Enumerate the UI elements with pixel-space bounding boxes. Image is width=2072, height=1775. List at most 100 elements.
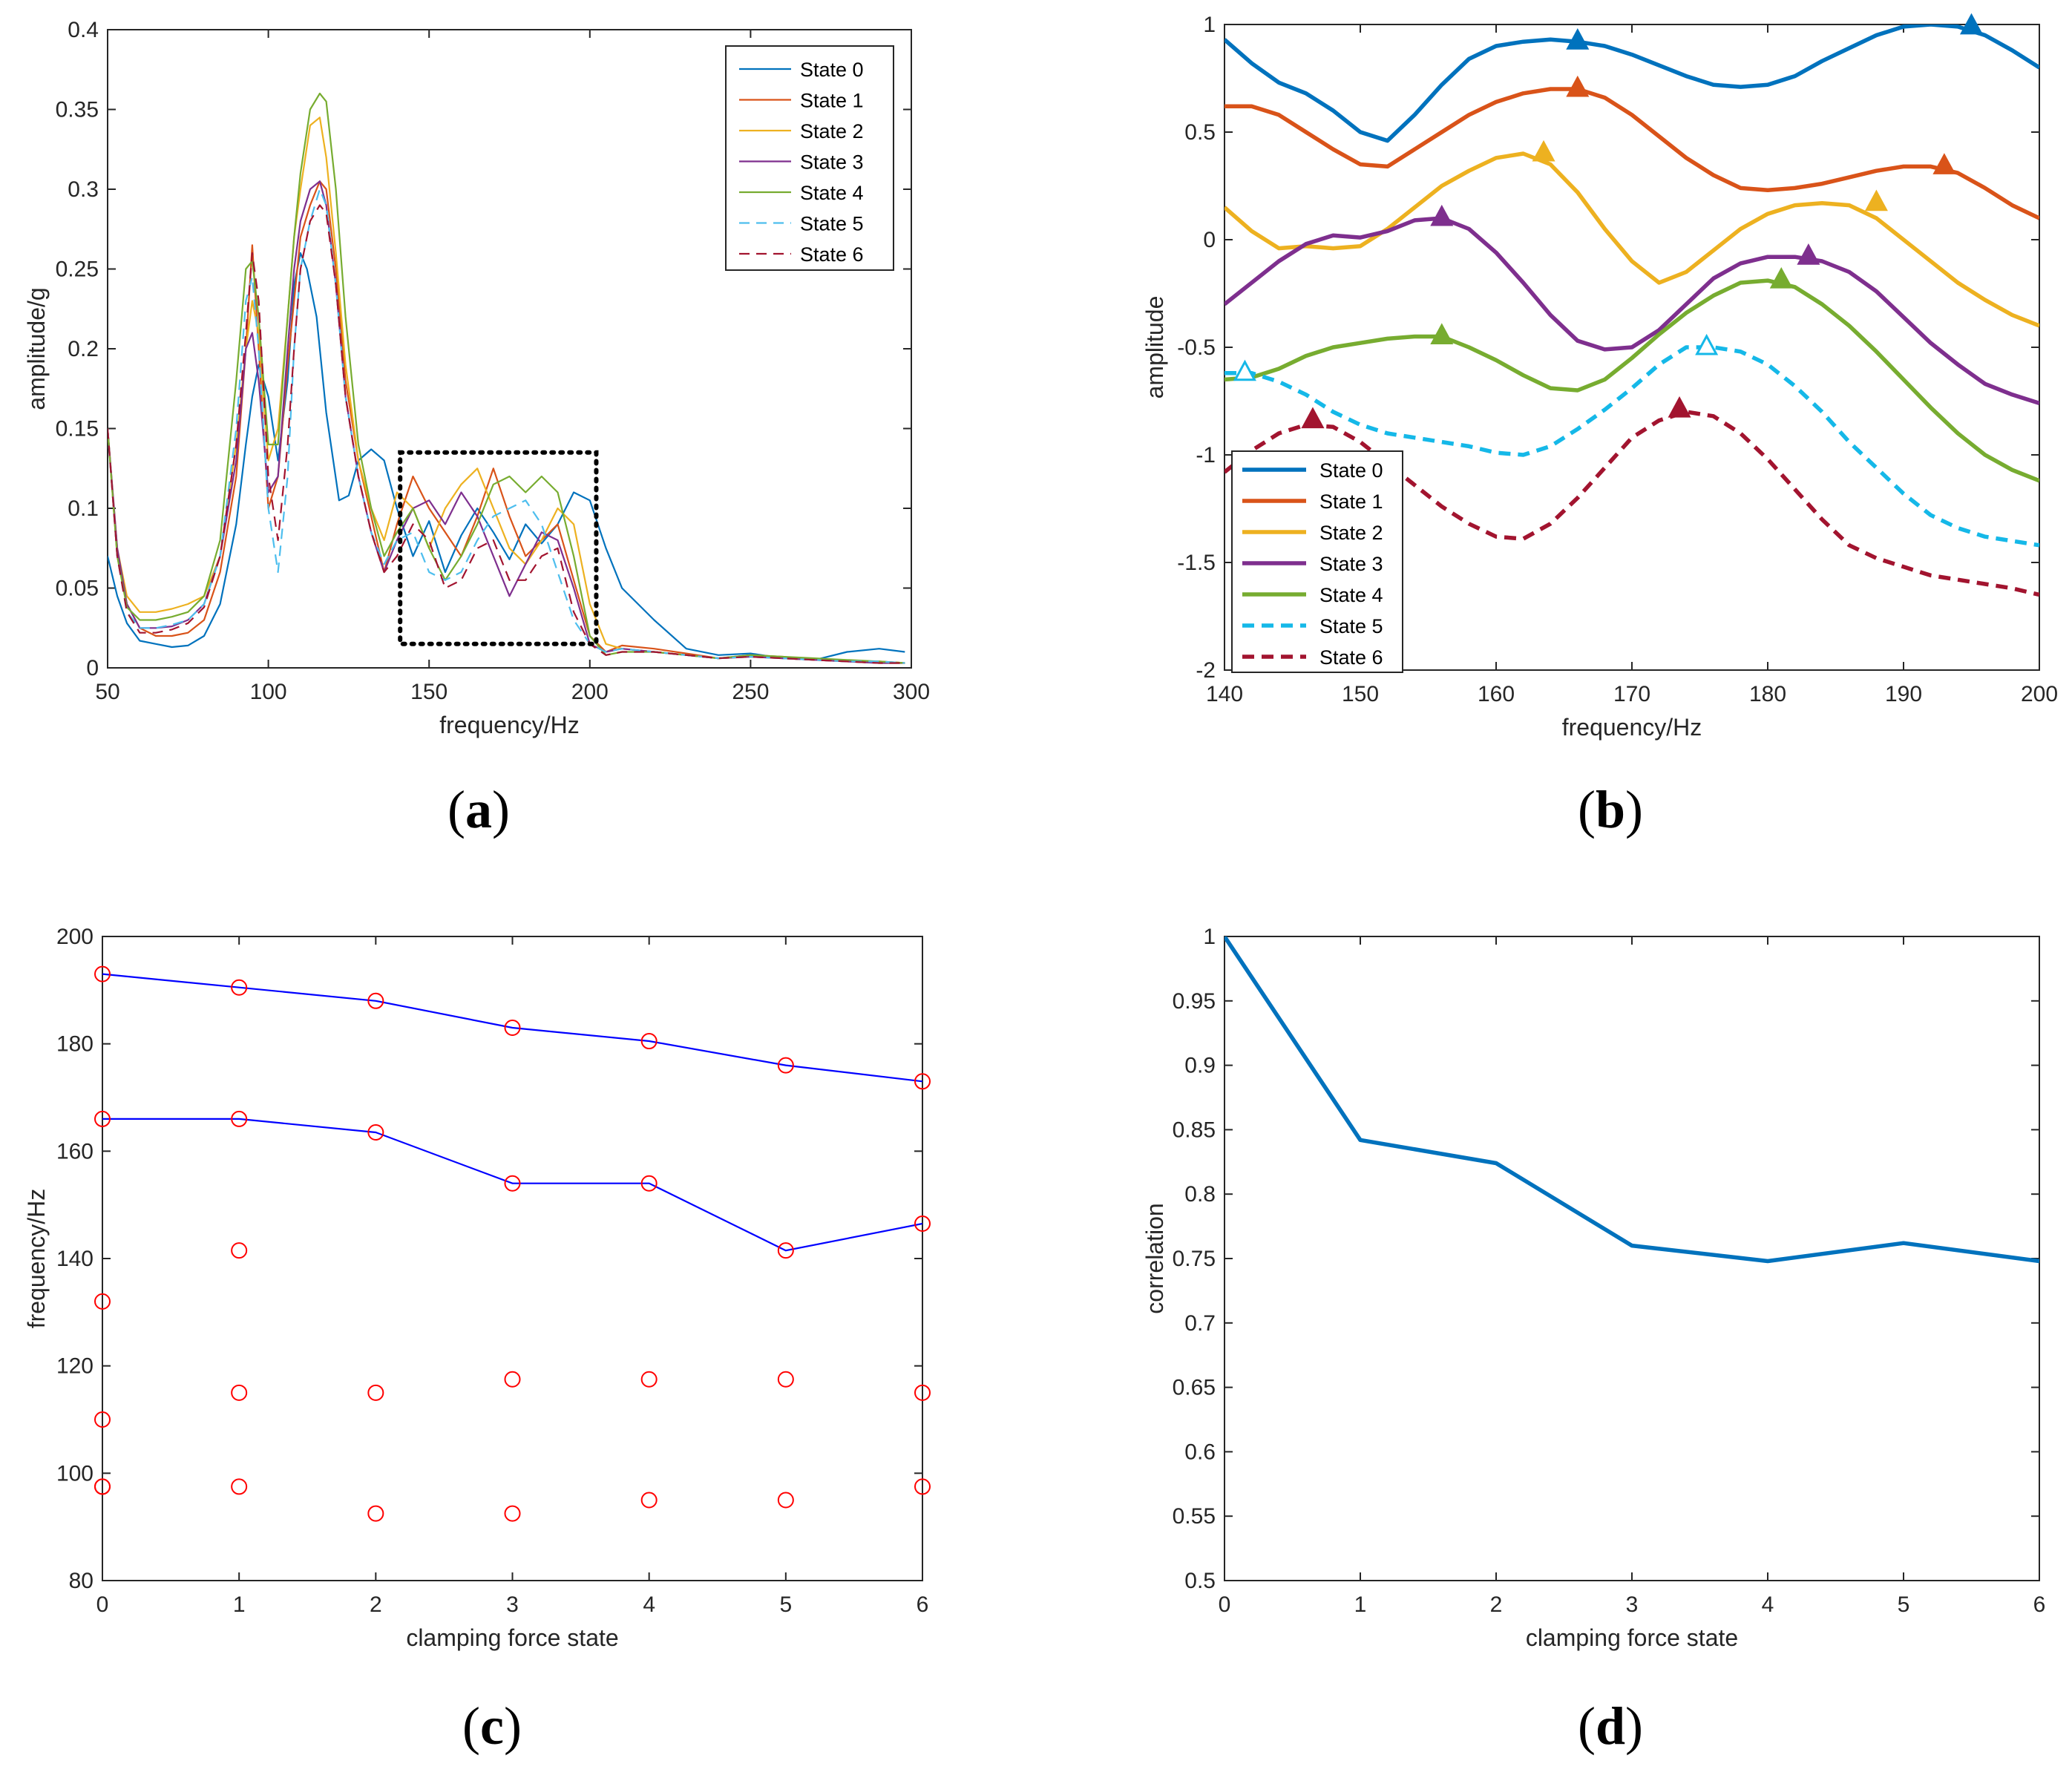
- y-axis-label: amplitude/g: [23, 287, 50, 410]
- data-point: [367, 1124, 384, 1141]
- peak-marker: [1959, 13, 1984, 35]
- x-tick-label: 150: [410, 680, 447, 704]
- data-point: [504, 1175, 521, 1192]
- series-line-state-0: [108, 252, 905, 661]
- panel-a: 50 100 150 200 250 300 0 0.05 0.1 0.15 0.2 0.25 0.3 0…: [23, 18, 930, 839]
- x-tick-label: 6: [917, 1592, 929, 1617]
- y-tick-label: -1.5: [1177, 551, 1216, 575]
- caption-paren: ): [492, 780, 510, 839]
- data-point: [94, 1110, 111, 1127]
- data-point: [504, 1371, 521, 1388]
- legend-box: [725, 45, 894, 271]
- x-axis-label: frequency/Hz: [439, 712, 580, 738]
- y-tick-label: 0.95: [1173, 989, 1216, 1014]
- series-line-state-4: [1224, 278, 2039, 483]
- y-axis-label: frequency/Hz: [23, 1189, 50, 1329]
- data-point: [94, 1478, 111, 1495]
- y-tick-label: 0.6: [1184, 1440, 1216, 1464]
- x-tick-label: 250: [732, 680, 769, 704]
- peak-marker: [1430, 323, 1454, 344]
- panel-b: 140 150 160 170 180 190 200 -2 -1.5 -1 -0.5 0 0.5 1 fr…: [1141, 13, 2058, 839]
- peak-marker: [1797, 243, 1820, 265]
- y-tick-label: 0.75: [1173, 1247, 1216, 1271]
- y-axis-label: correlation: [1141, 1203, 1168, 1313]
- x-tick-label: 3: [506, 1592, 519, 1617]
- x-tick-label: 180: [1749, 682, 1786, 706]
- series-line-state-0: [1224, 24, 2039, 143]
- series-line-state-6: [108, 204, 905, 664]
- series-line-correlation: [1224, 936, 2039, 1264]
- y-tick-label: 0.1: [68, 496, 99, 521]
- y-tick-label: 0.2: [68, 337, 99, 361]
- y-tick-label: -2: [1196, 658, 1216, 683]
- y-tick-label: 0.65: [1173, 1376, 1216, 1400]
- peak-marker: [1301, 407, 1325, 429]
- x-tick-label: 5: [1898, 1592, 1910, 1617]
- data-point: [231, 1478, 248, 1495]
- caption-letter: d: [1596, 1696, 1625, 1756]
- caption-paren: (: [462, 1696, 480, 1756]
- caption: (a): [447, 780, 510, 839]
- data-point: [914, 1073, 931, 1090]
- y-tick-label: 0.4: [68, 18, 99, 42]
- y-tick-label: 1: [1203, 13, 1216, 37]
- y-tick-label: 1: [1203, 925, 1216, 949]
- x-tick-label: 200: [571, 680, 609, 704]
- axes-box: [1224, 936, 2040, 1581]
- y-tick-label: 180: [56, 1032, 94, 1057]
- data-point: [640, 1033, 658, 1050]
- caption-paren: ): [1625, 1696, 1643, 1756]
- x-tick-label: 160: [1478, 682, 1515, 706]
- x-tick-label: 300: [893, 680, 930, 704]
- peak-marker: [1566, 28, 1590, 50]
- series-line-state-3: [1224, 216, 2039, 406]
- y-tick-label: 0: [86, 656, 99, 680]
- y-tick-label: -0.5: [1177, 335, 1216, 360]
- plot-area: [102, 973, 922, 1252]
- caption-paren: ): [504, 1696, 522, 1756]
- legend-label: State 1: [1319, 490, 1383, 513]
- plot-area: [108, 92, 905, 664]
- peak-marker: [1932, 153, 1956, 174]
- peak-marker: [1864, 189, 1888, 211]
- x-tick-label: 3: [1626, 1592, 1639, 1617]
- x-tick-label: 1: [233, 1592, 246, 1617]
- y-axis-label: amplitude: [1141, 296, 1168, 399]
- x-tick-label: 150: [1342, 682, 1379, 706]
- x-tick-label: 2: [1490, 1592, 1503, 1617]
- peak-marker: [1566, 75, 1590, 97]
- caption-paren: (: [1578, 780, 1596, 839]
- data-point: [640, 1175, 658, 1192]
- data-point: [504, 1505, 521, 1522]
- y-tick-label: -1: [1196, 443, 1216, 467]
- peak-marker: [1695, 333, 1719, 355]
- x-tick-label: 0: [1219, 1592, 1231, 1617]
- x-axis-label: clamping force state: [406, 1624, 618, 1651]
- peak-marker: [1233, 359, 1256, 381]
- legend-label: State 4: [800, 182, 864, 204]
- plot-area: [1224, 24, 2039, 597]
- y-tick-label: 0.3: [68, 177, 99, 202]
- data-point: [914, 1384, 931, 1401]
- peak-marker: [1769, 266, 1793, 289]
- trend-line: [102, 1118, 922, 1252]
- x-tick-label: 1: [1354, 1592, 1367, 1617]
- x-axis-label: frequency/Hz: [1562, 714, 1702, 741]
- caption-letter: c: [480, 1696, 504, 1756]
- x-tick-label: 50: [95, 680, 119, 704]
- data-point: [94, 1293, 111, 1310]
- data-point: [231, 1110, 248, 1127]
- y-tick-label: 0.05: [56, 577, 99, 601]
- data-point: [914, 1478, 931, 1495]
- x-tick-label: 4: [1762, 1592, 1774, 1617]
- series-line-state-6: [1224, 410, 2039, 597]
- data-point: [94, 965, 111, 982]
- y-tick-label: 0: [1203, 228, 1216, 252]
- panel-d: 0 1 2 3 4 5 6 0.5 0.55 0.6 0.65 0.7 0.75 0.8 0.85 0.9 0.…: [1141, 925, 2045, 1756]
- data-point: [777, 1371, 794, 1388]
- legend-label: State 6: [800, 243, 864, 266]
- x-axis-label: clamping force state: [1526, 1624, 1738, 1651]
- data-point: [231, 1242, 248, 1259]
- legend-label: State 3: [800, 151, 864, 174]
